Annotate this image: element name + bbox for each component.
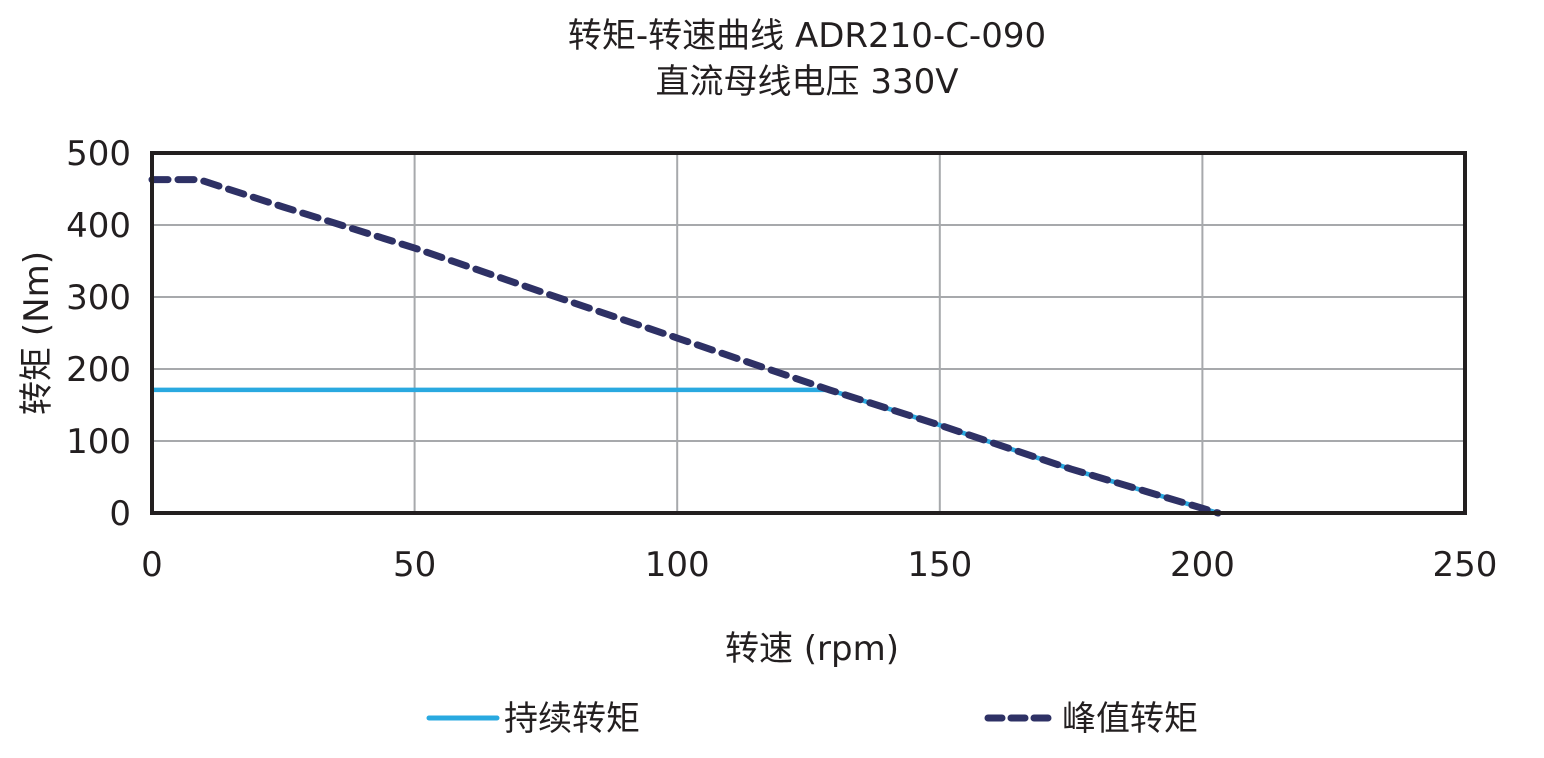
x-tick-label: 200 bbox=[1170, 545, 1235, 585]
legend-label-continuous: 持续转矩 bbox=[504, 699, 640, 739]
y-tick-label: 200 bbox=[66, 350, 131, 390]
peak-torque-line bbox=[148, 176, 1222, 517]
chart-subtitle: 直流母线电压 330V bbox=[655, 62, 959, 102]
x-tick-label: 250 bbox=[1433, 545, 1498, 585]
x-tick-label: 50 bbox=[393, 545, 436, 585]
y-axis-ticks: 0 100 200 300 400 500 bbox=[66, 134, 131, 534]
x-tick-label: 150 bbox=[907, 545, 972, 585]
legend-item-peak: 峰值转矩 bbox=[984, 699, 1198, 739]
x-axis-label: 转速 (rpm) bbox=[725, 629, 899, 669]
y-tick-label: 0 bbox=[109, 494, 131, 534]
y-axis-label: 转矩 (Nm) bbox=[17, 251, 57, 415]
grid-lines bbox=[152, 153, 1465, 513]
legend-label-peak: 峰值转矩 bbox=[1062, 699, 1198, 739]
x-axis-ticks: 0 50 100 150 200 250 bbox=[141, 545, 1497, 585]
legend: 持续转矩 峰值转矩 bbox=[426, 699, 1198, 739]
x-tick-label: 100 bbox=[645, 545, 710, 585]
y-tick-label: 300 bbox=[66, 278, 131, 318]
data-series bbox=[148, 176, 1222, 517]
continuous-torque-line bbox=[152, 387, 1219, 516]
y-tick-label: 400 bbox=[66, 206, 131, 246]
chart-title: 转矩-转速曲线 ADR210-C-090 bbox=[567, 16, 1047, 56]
legend-item-continuous: 持续转矩 bbox=[426, 699, 640, 739]
y-tick-label: 500 bbox=[66, 134, 131, 174]
plot-frame bbox=[150, 151, 1467, 515]
x-tick-label: 0 bbox=[141, 545, 163, 585]
y-tick-label: 100 bbox=[66, 422, 131, 462]
